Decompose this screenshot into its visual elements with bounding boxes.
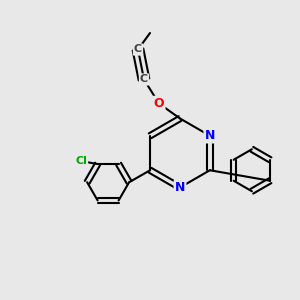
Text: Cl: Cl [75, 156, 87, 166]
Text: N: N [205, 129, 215, 142]
Text: C: C [140, 74, 148, 85]
Text: N: N [175, 181, 185, 194]
Text: O: O [154, 97, 164, 110]
Text: C: C [134, 44, 142, 55]
